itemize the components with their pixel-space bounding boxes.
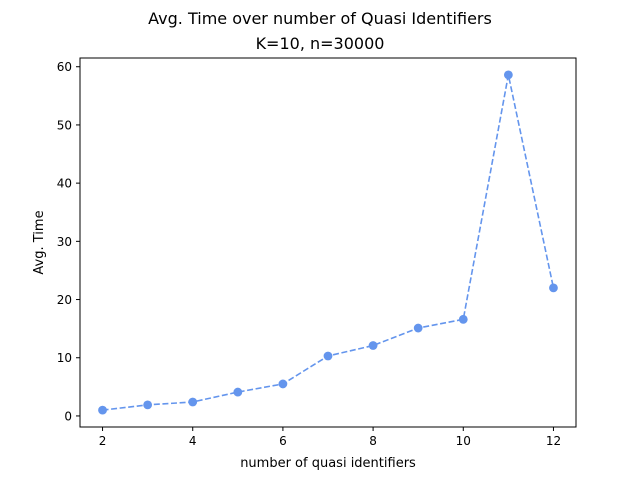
- plot-area: 2 4 6 8 10 12 0 10 20 30 40 50 60: [57, 60, 561, 448]
- y-tick-label: 0: [64, 409, 72, 423]
- x-tick-label: 6: [279, 434, 287, 448]
- x-tick-label: 10: [456, 434, 471, 448]
- data-point: [143, 400, 153, 410]
- data-point: [188, 397, 198, 407]
- data-point: [368, 341, 378, 350]
- data-point: [458, 314, 468, 324]
- plot-frame: [79, 57, 577, 428]
- y-tick-label: 40: [57, 177, 72, 191]
- y-tick-label: 20: [57, 293, 72, 307]
- x-tick-label: 8: [369, 434, 377, 448]
- y-tick-label: 50: [57, 118, 72, 132]
- data-point: [549, 283, 558, 293]
- data-point: [323, 351, 333, 361]
- x-tick-label: 12: [546, 434, 561, 448]
- y-axis-label: Avg. Time: [32, 210, 47, 274]
- chart-title: Avg. Time over number of Quasi Identifie…: [148, 9, 492, 28]
- x-tick-label: 4: [189, 434, 197, 448]
- data-point: [413, 323, 423, 333]
- data-point: [98, 405, 107, 415]
- y-tick-label: 10: [57, 351, 72, 365]
- x-tick-label: 2: [99, 434, 107, 448]
- data-point: [233, 387, 243, 397]
- data-point: [278, 379, 288, 389]
- y-tick-label: 30: [57, 235, 72, 249]
- y-tick-label: 60: [57, 60, 72, 74]
- x-axis-label: number of quasi identifiers: [240, 456, 416, 471]
- chart-subtitle: K=10, n=30000: [256, 34, 385, 53]
- data-point: [503, 70, 513, 80]
